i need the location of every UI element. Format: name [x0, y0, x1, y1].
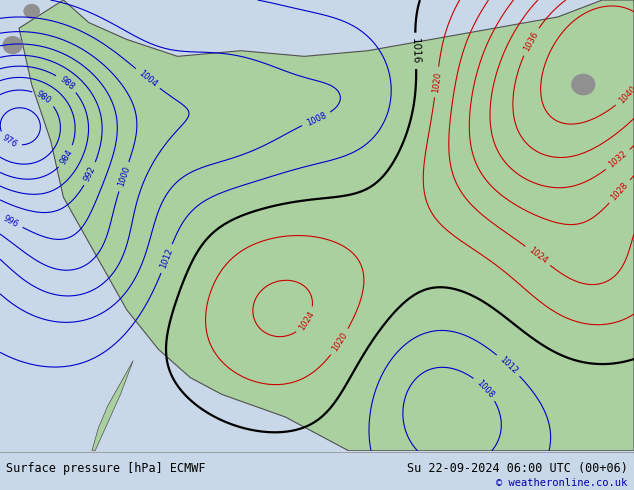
- Text: 1028: 1028: [609, 181, 630, 202]
- Text: 988: 988: [58, 74, 75, 92]
- Text: 1008: 1008: [475, 378, 496, 399]
- Polygon shape: [19, 0, 634, 451]
- Text: 1024: 1024: [527, 246, 549, 266]
- Text: 1020: 1020: [430, 71, 443, 93]
- Text: 1000: 1000: [116, 165, 131, 188]
- Polygon shape: [92, 361, 133, 451]
- Text: 984: 984: [59, 147, 75, 166]
- Text: 1012: 1012: [158, 247, 174, 270]
- Text: Su 22-09-2024 06:00 UTC (00+06): Su 22-09-2024 06:00 UTC (00+06): [407, 462, 628, 475]
- Circle shape: [24, 4, 39, 18]
- Text: 992: 992: [82, 165, 98, 183]
- Text: 1012: 1012: [498, 355, 519, 376]
- Text: 1036: 1036: [522, 30, 540, 53]
- Text: 980: 980: [35, 89, 53, 106]
- Text: 1032: 1032: [607, 149, 629, 170]
- Text: 1040: 1040: [617, 84, 634, 105]
- Text: Surface pressure [hPa] ECMWF: Surface pressure [hPa] ECMWF: [6, 462, 206, 475]
- Circle shape: [3, 37, 22, 53]
- Text: 1004: 1004: [137, 69, 158, 89]
- Text: 996: 996: [2, 214, 20, 229]
- Text: 1020: 1020: [330, 331, 349, 353]
- Text: 976: 976: [1, 133, 18, 149]
- Text: 1008: 1008: [305, 111, 328, 127]
- Text: 1024: 1024: [297, 310, 316, 332]
- Text: 1016: 1016: [410, 38, 421, 64]
- Circle shape: [572, 74, 595, 95]
- Text: © weatheronline.co.uk: © weatheronline.co.uk: [496, 478, 628, 488]
